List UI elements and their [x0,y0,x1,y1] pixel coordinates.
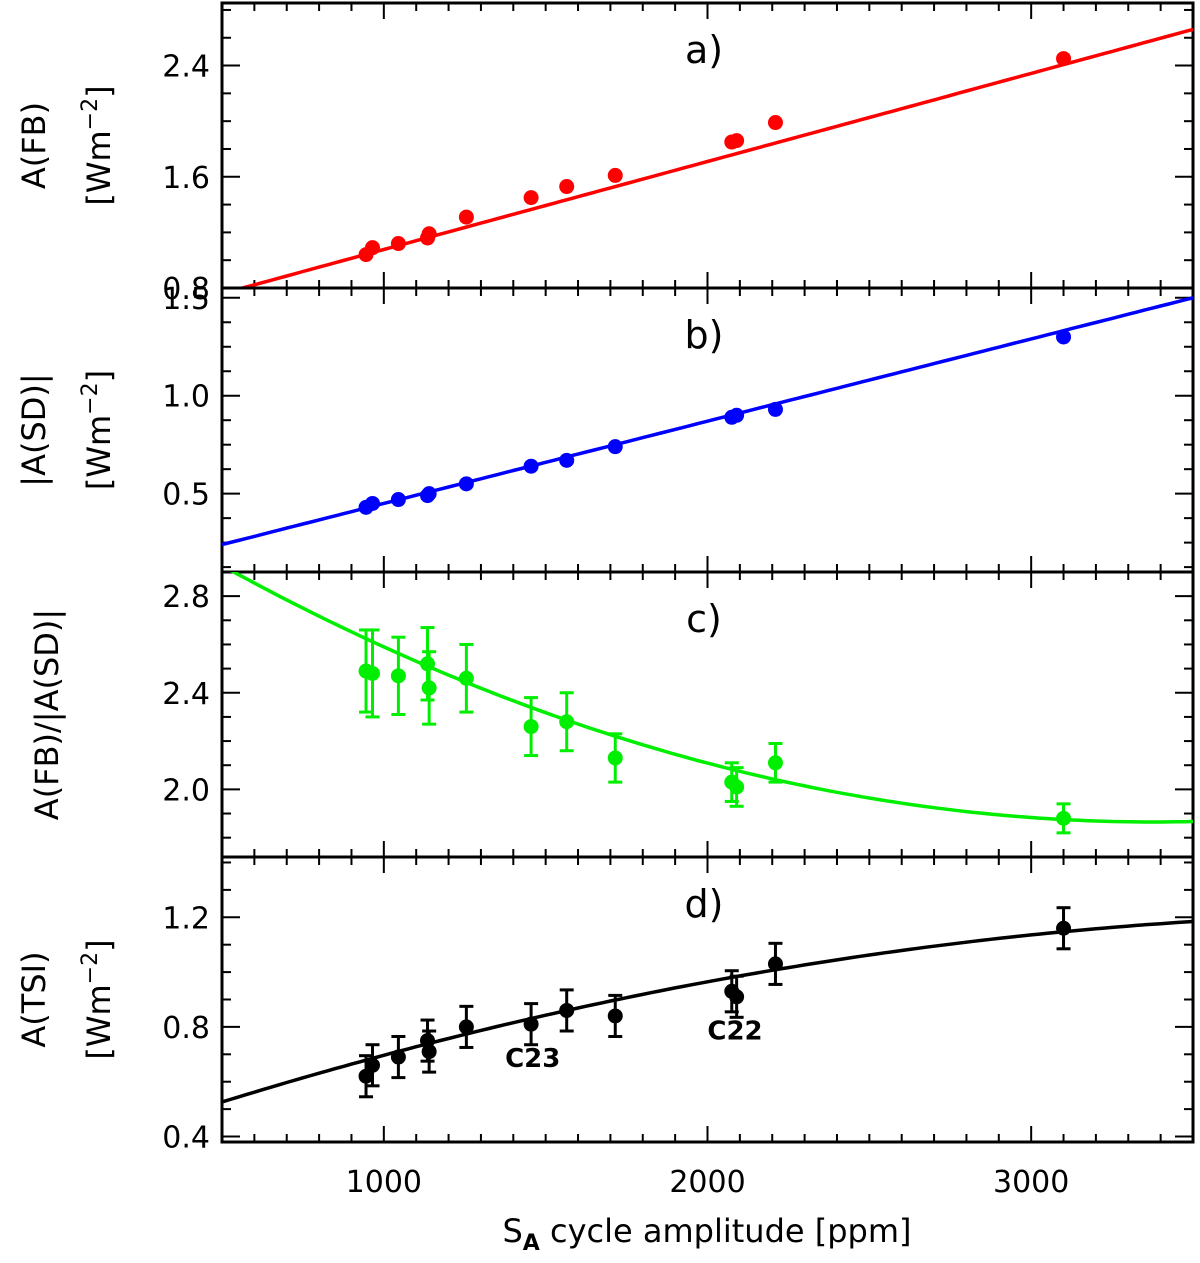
x-axis-label: SA cycle amplitude [ppm] [502,1212,911,1256]
data-point [559,1002,575,1018]
y-tick-label: 1.0 [162,380,210,415]
y-tick-label: 2.4 [162,677,210,712]
y-tick-label: 1.2 [162,901,210,936]
data-point [767,401,783,417]
y-tick-label: 0.4 [162,1121,210,1156]
yunit-exponent: −2 [78,952,103,984]
yunit-prefix: [Wm [80,415,118,490]
panel-d-tag: d) [685,882,724,926]
panel-d: 0.4 0.8 1.2 C23 C22 d) A(TSI) [Wm−2] [15,855,1195,1156]
cycle-annotation: C23 [505,1044,560,1074]
panel-b-fit-line [222,296,1193,547]
yunit-suffix: ] [80,939,118,951]
data-point [523,190,539,206]
yunit-suffix: ] [80,85,118,97]
panel-a-fit-line [235,27,1193,288]
data-point [458,476,474,492]
xlabel-subscript: A [523,1231,540,1256]
panel-a-ylabel: A(FB) [15,102,53,189]
data-point [729,133,745,149]
x-tick-label: 1000 [346,1165,422,1200]
data-point [365,240,381,256]
y-tick-label: 0.8 [162,272,210,307]
data-point [1056,810,1072,826]
data-point [421,486,437,502]
y-tick-label: 0.8 [162,1011,210,1046]
data-point [1056,329,1072,345]
data-point [559,452,575,468]
data-point [390,236,406,252]
data-point [358,1068,374,1084]
data-point [767,755,783,771]
data-point [421,680,437,696]
y-tick-label: 1.6 [162,161,210,196]
data-point [365,495,381,511]
data-point [365,665,381,681]
data-point [458,670,474,686]
panel-c-ylabel: A(FB)/|A(SD)| [28,609,66,820]
panel-d-yunit: [Wm−2] [78,939,118,1059]
panel-a-yunit: [Wm−2] [78,85,118,205]
data-point [390,1049,406,1065]
data-point [421,226,437,242]
data-point [365,1057,381,1073]
panel-b-ylabel: |A(SD)| [15,373,53,486]
cycle-annotation: C22 [707,1017,762,1047]
panel-d-ylabel: A(TSI) [15,951,53,1047]
data-point [607,1008,623,1024]
y-tick-label: 2.4 [162,50,210,85]
y-tick-label: 0.5 [162,478,210,513]
data-point [523,458,539,474]
data-point [420,1033,436,1049]
data-point [767,115,783,131]
data-point [559,714,575,730]
xlabel-rest: cycle amplitude [ppm] [540,1212,912,1250]
panel-d-fit-line [222,919,1193,1104]
yunit-suffix: ] [80,370,118,382]
x-tick-label: 3000 [993,1165,1069,1200]
data-point [1056,920,1072,936]
data-point [729,779,745,795]
data-point [420,656,436,672]
panel-c-fit-line [230,572,1193,824]
panel-a: 0.8 1.6 2.4 a) A(FB) [Wm−2] [15,1,1195,307]
panel-b-tag: b) [685,313,724,357]
xlabel-main: S [502,1212,522,1250]
y-tick-label: 2.8 [162,580,210,615]
panel-c: 2.0 2.4 2.8 c) A(FB)/|A(SD)| [28,570,1195,859]
data-point [559,179,575,195]
yunit-prefix: [Wm [80,984,118,1059]
data-point [607,167,623,183]
data-point [607,750,623,766]
data-point [421,1044,437,1060]
y-tick-label: 2.0 [162,773,210,808]
data-point [523,1016,539,1032]
panel-b-yunit: [Wm−2] [78,370,118,490]
panel-c-tag: c) [686,597,722,641]
data-point [1056,51,1072,67]
data-point [390,492,406,508]
data-point [390,668,406,684]
data-point [607,439,623,455]
data-point [458,209,474,225]
data-point [767,956,783,972]
yunit-exponent: −2 [78,382,103,414]
data-point [729,407,745,423]
panel-a-tag: a) [685,28,723,72]
yunit-exponent: −2 [78,98,103,130]
panel-b: 0.5 1.0 1.5 b) |A(SD)| [Wm−2] [15,282,1195,574]
y-tick-label: 1.5 [162,282,210,317]
data-point [523,719,539,735]
yunit-prefix: [Wm [80,130,118,205]
data-point [729,989,745,1005]
data-point [458,1019,474,1035]
x-tick-label: 2000 [669,1165,745,1200]
